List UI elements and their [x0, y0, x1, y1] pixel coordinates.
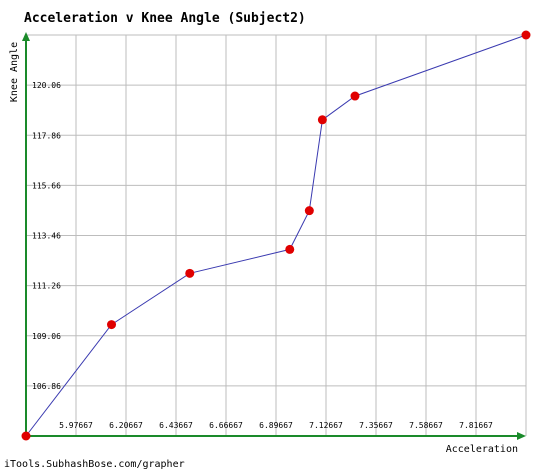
- x-axis-arrow-icon: [517, 432, 526, 440]
- x-tick-label: 7.81667: [459, 421, 493, 430]
- data-point: [317, 115, 327, 125]
- x-tick-label: 7.35667: [359, 421, 393, 430]
- data-point: [350, 91, 360, 101]
- y-axis-arrow-icon: [22, 32, 30, 41]
- data-point: [521, 30, 531, 40]
- axes: [22, 32, 526, 440]
- x-tick-label: 5.97667: [59, 421, 93, 430]
- data-point: [285, 244, 295, 254]
- data-point: [185, 268, 195, 278]
- x-tick-label: 7.58667: [409, 421, 443, 430]
- gridlines: [26, 34, 527, 436]
- series-line: [25, 34, 527, 437]
- x-tick-label: 7.12667: [309, 421, 343, 430]
- y-tick-label: 111.26: [32, 282, 61, 291]
- y-tick-label: 117.86: [32, 131, 61, 140]
- y-tick-label: 115.66: [32, 181, 61, 190]
- y-tick-label: 106.86: [32, 382, 61, 391]
- y-tick-label: 113.46: [32, 232, 61, 241]
- data-point: [304, 206, 314, 216]
- series: [21, 30, 531, 441]
- x-tick-label: 6.89667: [259, 421, 293, 430]
- x-axis-label: Acceleration: [446, 444, 518, 455]
- tick-labels: 5.97667 6.20667 6.43667 6.66667 6.89667 7.126…: [32, 81, 493, 430]
- y-tick-label: 120.06: [32, 81, 61, 90]
- x-tick-label: 6.43667: [159, 421, 193, 430]
- data-point: [21, 431, 31, 441]
- y-axis-label: Knee Angle: [9, 42, 20, 102]
- y-tick-label: 109.06: [32, 332, 61, 341]
- chart-title: Acceleration v Knee Angle (Subject2): [24, 11, 306, 26]
- x-tick-label: 6.20667: [109, 421, 143, 430]
- x-tick-label: 6.66667: [209, 421, 243, 430]
- credit-text: iTools.SubhashBose.com/grapher: [4, 459, 185, 470]
- data-point: [107, 320, 117, 330]
